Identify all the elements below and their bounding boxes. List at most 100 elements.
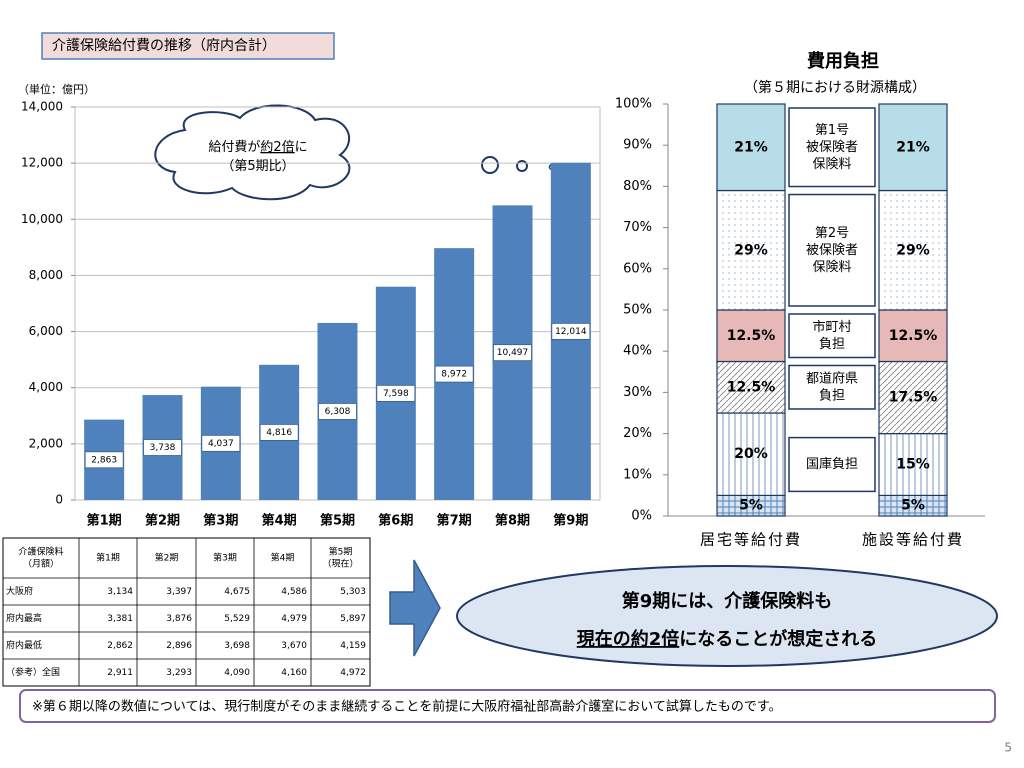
series-label: 都道府県 [806,371,858,386]
table-cell: （参考）全国 [6,666,60,678]
table-header: 第3期 [213,552,237,564]
table-frame [2,537,371,687]
value-label: 21% [734,139,768,155]
table-header: （月額） [23,558,59,570]
table-header: 第1期 [96,552,120,564]
value-label-box [493,344,532,362]
value-label: 4,816 [266,428,292,438]
series-label-box [788,107,876,188]
y-tick-label: 8,000 [29,268,63,282]
x-tick-label: 第6期 [378,513,413,529]
value-label: 6,308 [325,407,351,417]
chart-subtitle: （第５期における財源構成） [744,79,926,96]
annotation: （第5期比） [221,159,294,174]
callout-part: 現在の約2倍 [577,628,680,650]
y-tick-label: 10% [623,467,652,482]
stack-segment [716,360,786,414]
table-cell: 5,303 [340,587,366,597]
title-box [41,32,335,60]
value-label: 5% [739,498,763,514]
table-header: （現在） [322,558,358,570]
x-tick-label: 第9期 [553,513,588,529]
value-label: 10,497 [497,348,529,358]
table-cell: 3,876 [166,614,192,624]
table-cell: 3,397 [166,587,192,597]
series-label: 負担 [819,388,845,403]
series-label: 市町村 [812,319,851,335]
value-label: 29% [734,242,768,258]
table-header: 第5期 [329,546,353,558]
table-cell: 3,293 [166,668,192,678]
slide-title: 介護保険給付費の推移（府内合計） [52,38,276,54]
page-number: 5 [1004,741,1012,755]
y-tick-label: 4,000 [29,380,63,394]
value-label-box [376,384,416,402]
x-tick-label: 第4期 [262,513,297,529]
callout-part: 第9期には、介護保険料も [622,590,833,612]
y-tick-label: 40% [623,344,652,359]
value-label: 2,863 [91,455,117,465]
cloud-bubble [516,160,528,172]
x-tick-label: 第1期 [87,513,122,529]
unit-label: （単位：億円） [18,82,95,96]
y-tick-label: 0% [631,509,652,524]
y-tick-label: 10,000 [21,212,63,226]
table-cell: 5,529 [224,614,250,624]
series-label: 負担 [819,337,845,352]
value-label: 12.5% [727,328,776,344]
table-cell: 2,911 [107,668,133,678]
y-tick-label: 90% [623,138,652,153]
value-label: 3,738 [150,443,176,453]
value-label: 7,598 [383,389,409,399]
table-cell: 2,862 [107,641,133,651]
table-cell: 5,897 [340,614,366,624]
table-cell: 3,698 [224,641,250,651]
table-cell: 4,675 [224,587,250,597]
y-tick-label: 80% [623,179,652,194]
series-label: 保険料 [812,260,851,275]
table-header: 介護保険料 [18,546,63,558]
value-label-box [259,424,299,441]
table-cell: 府内最高 [6,612,42,624]
annotation: 給付費が約2倍に [208,140,307,155]
x-tick-label: 第5期 [320,513,355,529]
stack-segment [878,433,948,497]
series-label: 第1号 [815,123,849,138]
y-tick-label: 100% [615,97,652,112]
cloud-bubble [481,156,499,174]
value-label: 4,037 [208,439,234,449]
x-tick-label: 第2期 [145,513,180,529]
value-label: 17.5% [889,390,938,406]
annotation-part: に [295,140,308,155]
callout-text: 現在の約2倍になることが想定される [577,628,878,650]
annotation-part: （第5期比） [221,159,294,174]
arrow [389,559,441,657]
value-label: 12,014 [555,327,587,337]
series-label: 保険料 [812,157,851,172]
series-label-box [788,436,876,493]
value-label-box [434,365,474,383]
stack-segment [878,309,948,363]
table-cell: 4,979 [281,614,307,624]
value-label: 15% [896,457,930,473]
cloud [154,104,351,201]
stack-segment [878,103,948,192]
y-tick-label: 60% [623,261,652,276]
y-tick-label: 30% [623,385,652,400]
stack-segment [716,103,786,192]
x-tick-label: 居宅等給付費 [700,531,802,549]
table-cell: 3,670 [281,641,307,651]
table-cell: 4,160 [281,668,307,678]
x-tick-label: 第8期 [495,513,530,529]
table-header: 第4期 [271,552,295,564]
x-tick-label: 施設等給付費 [862,531,964,549]
table-cell: 4,972 [340,668,366,678]
stack-segment [716,309,786,363]
table-cell: 3,134 [107,587,133,597]
note-box [19,689,996,723]
series-label-box [788,193,876,307]
table-cell: 大阪府 [6,585,33,597]
value-label: 8,972 [441,370,467,380]
series-label: 被保険者 [806,140,858,155]
